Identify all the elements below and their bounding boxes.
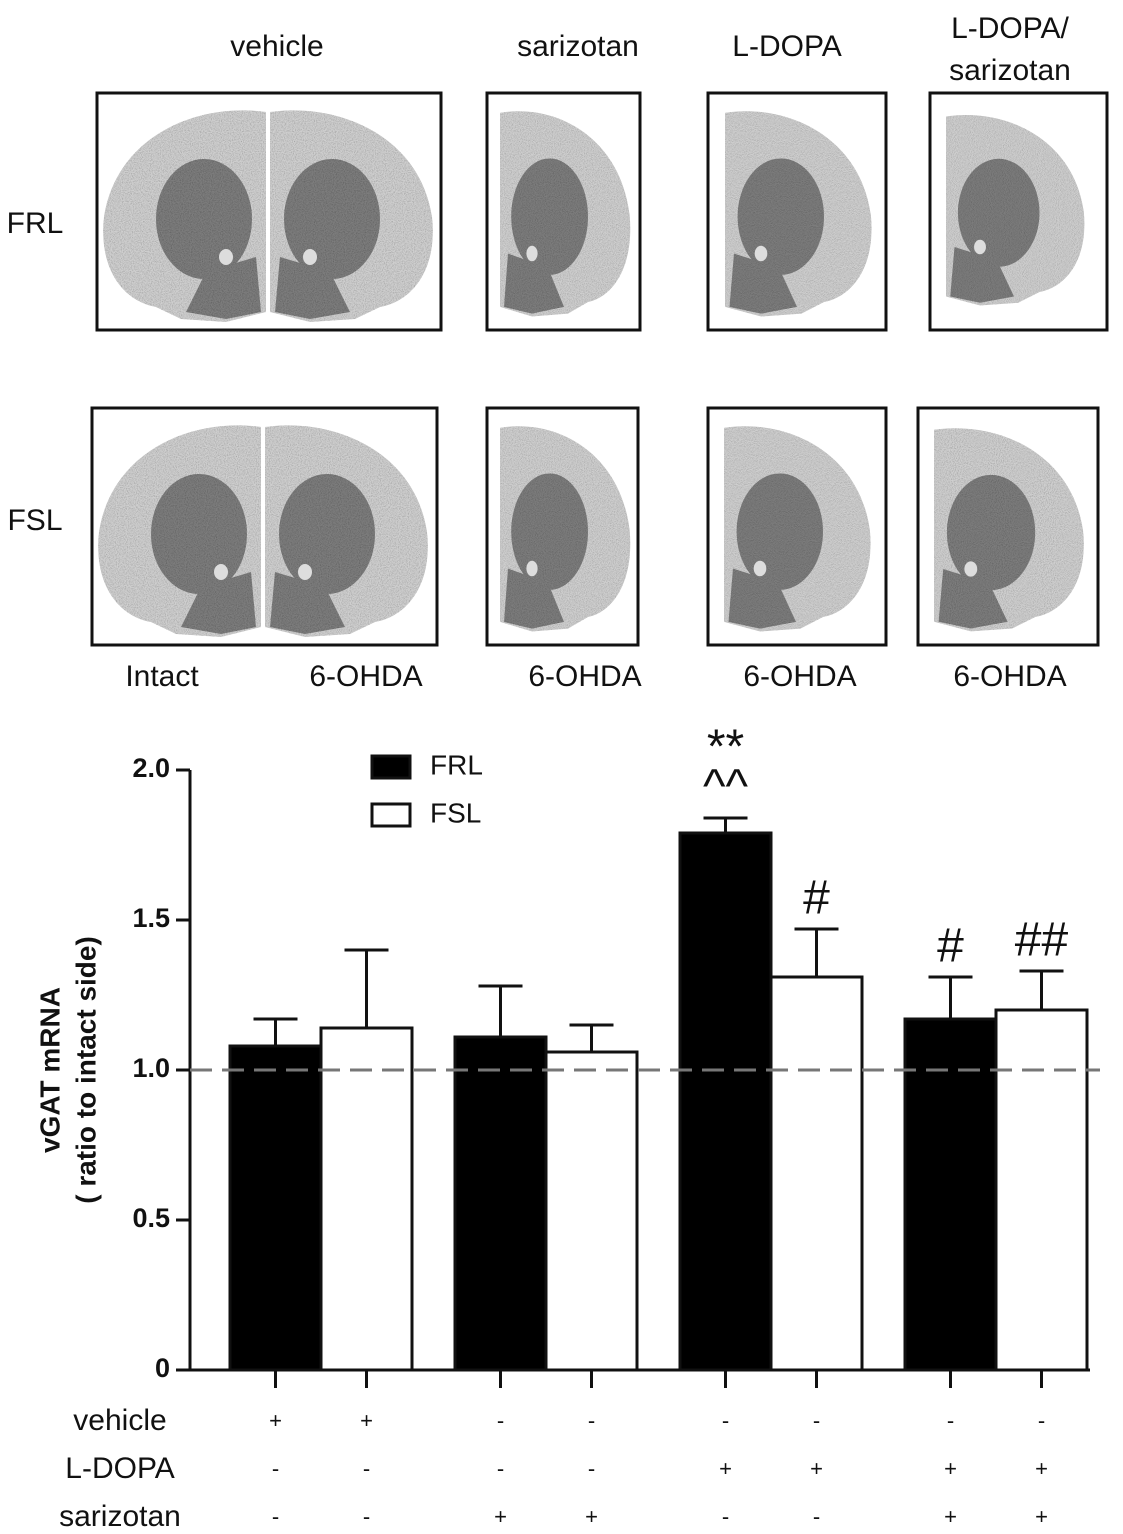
y-axis-label: vGAT mRNA( ratio to intact side) — [34, 936, 101, 1204]
treatment-sign: + — [810, 1456, 823, 1481]
bar — [319, 1026, 414, 1372]
significance-label: # — [803, 872, 830, 925]
column-title: sarizotan — [517, 30, 639, 63]
side-label: Intact — [125, 660, 199, 693]
legend-swatch — [370, 802, 412, 828]
treatment-sign: + — [585, 1504, 598, 1529]
side-label: 6-OHDA — [953, 660, 1066, 693]
side-label: 6-OHDA — [528, 660, 641, 693]
treatment-sign: + — [719, 1456, 732, 1481]
bar — [453, 1035, 548, 1372]
treatment-sign: + — [944, 1504, 957, 1529]
significance-label: ** — [707, 721, 744, 774]
side-label: 6-OHDA — [309, 660, 422, 693]
treatment-sign: - — [947, 1408, 954, 1433]
y-tick-label: 0.5 — [132, 1203, 170, 1233]
bar — [769, 975, 864, 1372]
treatment-sign: + — [494, 1504, 507, 1529]
treatment-sign: - — [813, 1504, 820, 1529]
treatment-sign: - — [272, 1504, 279, 1529]
legend-label: FRL — [430, 749, 483, 780]
image-panels — [90, 91, 1109, 647]
y-label-line: ( ratio to intact side) — [70, 936, 101, 1204]
significance-label: ## — [1015, 914, 1069, 967]
y-tick-label: 1.0 — [132, 1053, 170, 1083]
row-label: FRL — [7, 207, 64, 240]
y-label-line: vGAT mRNA — [34, 987, 65, 1153]
significance-label: # — [937, 920, 964, 973]
column-title: L-DOPA — [732, 30, 841, 63]
treatment-sign: - — [272, 1456, 279, 1481]
y-tick-label: 0 — [155, 1353, 170, 1383]
treatment-sign: - — [588, 1456, 595, 1481]
bar — [994, 1008, 1089, 1372]
treatment-sign: - — [497, 1408, 504, 1433]
treatment-sign: - — [363, 1456, 370, 1481]
treatment-sign: + — [269, 1408, 282, 1433]
treatment-sign: + — [360, 1408, 373, 1433]
y-tick-label: 1.5 — [132, 903, 170, 933]
treatment-label: sarizotan — [59, 1500, 181, 1533]
legend-label: FSL — [430, 797, 481, 828]
legend-swatch — [370, 754, 412, 780]
treatment-sign: - — [1038, 1408, 1045, 1433]
treatment-sign: + — [1035, 1456, 1048, 1481]
treatment-sign: - — [363, 1504, 370, 1529]
treatment-sign: - — [813, 1408, 820, 1433]
treatment-sign: - — [497, 1456, 504, 1481]
treatment-label: vehicle — [73, 1404, 166, 1437]
significance-label: ^^ — [703, 761, 749, 814]
treatment-sign: - — [588, 1408, 595, 1433]
row-label: FSL — [7, 504, 62, 537]
treatment-sign: + — [944, 1456, 957, 1481]
treatment-label: L-DOPA — [65, 1452, 174, 1485]
treatment-sign: - — [722, 1504, 729, 1529]
treatment-sign: + — [1035, 1504, 1048, 1529]
bar — [544, 1050, 639, 1372]
y-tick-label: 2.0 — [132, 753, 170, 783]
bar — [903, 1017, 998, 1372]
column-title: L-DOPA/ — [951, 12, 1069, 45]
column-title: vehicle — [230, 30, 323, 63]
side-label: 6-OHDA — [743, 660, 856, 693]
bar — [228, 1044, 323, 1372]
bar — [678, 831, 773, 1372]
treatment-sign: - — [722, 1408, 729, 1433]
column-title: sarizotan — [949, 54, 1071, 87]
